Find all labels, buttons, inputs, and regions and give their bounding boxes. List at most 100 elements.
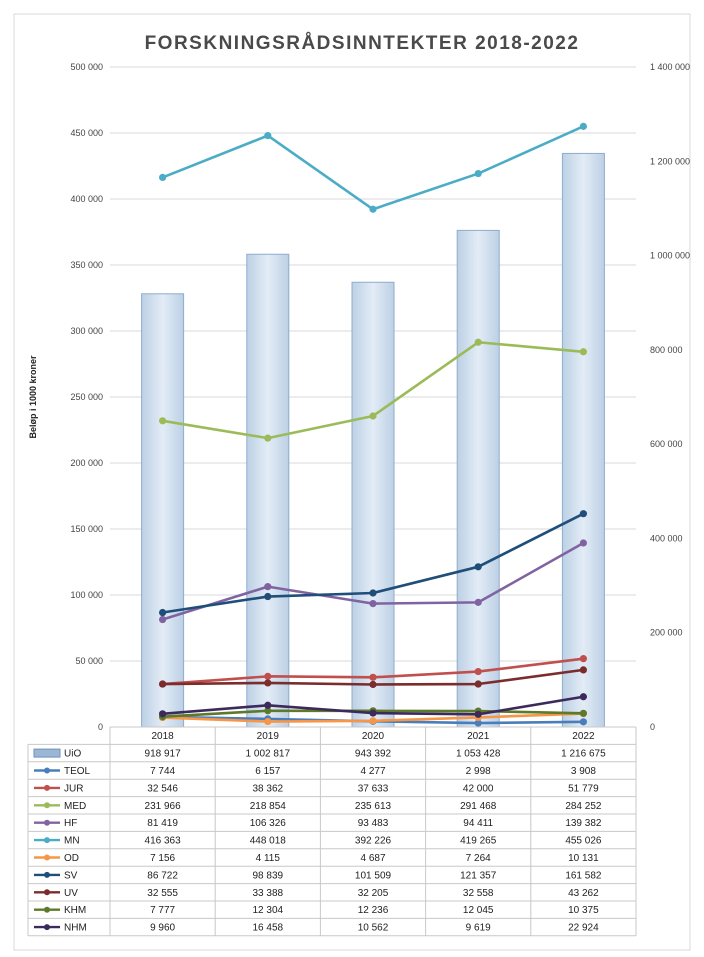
point-sv-2018 — [159, 608, 167, 617]
data-label-teol-2020: 4 277 — [360, 766, 385, 777]
data-label-nhm-2019: 16 458 — [253, 923, 284, 934]
y-tick-label-left: 0 — [98, 722, 103, 732]
point-med-2021 — [474, 338, 482, 346]
point-uv-2022 — [579, 666, 588, 674]
legend-key-marker-uv — [44, 889, 50, 896]
data-label-mn-2019: 448 018 — [250, 836, 287, 847]
data-label-sv-2018: 86 722 — [147, 870, 178, 881]
data-label-khm-2018: 7 777 — [150, 905, 175, 916]
legend-key-marker-jur — [44, 784, 50, 791]
data-label-khm-2022: 10 375 — [568, 905, 599, 916]
data-label-med-2020: 235 613 — [355, 801, 392, 812]
y-tick-label-right: 600 000 — [650, 439, 683, 449]
line-series — [159, 122, 588, 727]
series-mn — [159, 122, 588, 213]
point-hf-2020 — [369, 600, 377, 608]
data-label-sv-2021: 121 357 — [460, 870, 497, 881]
point-sv-2020 — [369, 589, 377, 597]
legend-label-uio: UiO — [64, 749, 81, 760]
data-label-mn-2020: 392 226 — [355, 836, 392, 847]
point-sv-2019 — [264, 592, 272, 601]
data-label-od-2021: 7 264 — [466, 853, 491, 864]
legend-label-nhm: NHM — [64, 923, 87, 934]
y-tick-label-left: 100 000 — [70, 590, 103, 600]
y-tick-label-right: 0 — [650, 722, 655, 732]
data-label-uv-2020: 32 205 — [358, 888, 389, 899]
series-hf — [159, 539, 588, 624]
point-jur-2019 — [264, 672, 272, 680]
legend-key-marker-od — [44, 854, 50, 861]
point-mn-2019 — [264, 132, 272, 140]
x-tick-label: 2020 — [362, 731, 385, 742]
point-od-2020 — [369, 717, 377, 725]
x-tick-label: 2019 — [257, 731, 280, 742]
data-label-od-2020: 4 687 — [360, 853, 385, 864]
data-label-med-2019: 218 854 — [250, 801, 287, 812]
data-label-uv-2018: 32 555 — [147, 888, 178, 899]
bar-uio-2020 — [351, 281, 395, 728]
data-label-teol-2019: 6 157 — [255, 766, 280, 777]
data-label-teol-2022: 3 908 — [571, 766, 596, 777]
bar-uio-2019 — [246, 253, 290, 728]
y-tick-label-right: 1 200 000 — [650, 156, 690, 166]
data-label-uv-2021: 32 558 — [463, 888, 494, 899]
point-jur-2021 — [474, 667, 482, 676]
data-label-med-2018: 231 966 — [145, 801, 182, 812]
series-sv — [159, 510, 588, 617]
legend-label-khm: KHM — [64, 905, 86, 916]
point-mn-2021 — [474, 169, 482, 178]
data-label-sv-2020: 101 509 — [355, 870, 392, 881]
point-hf-2018 — [159, 615, 167, 624]
point-uv-2019 — [264, 679, 272, 687]
data-label-mn-2022: 455 026 — [565, 836, 602, 847]
y-tick-label-left: 200 000 — [70, 458, 103, 468]
bar-uio-2021 — [456, 229, 500, 728]
data-label-hf-2020: 93 483 — [358, 818, 389, 829]
legend-label-jur: JUR — [64, 783, 83, 794]
legend-key-marker-sv — [44, 871, 50, 878]
y-tick-label-right: 1 400 000 — [650, 62, 690, 72]
y-tick-label-left: 350 000 — [70, 260, 103, 270]
legend-key-marker-khm — [44, 906, 50, 913]
data-label-jur-2019: 38 362 — [253, 783, 284, 794]
point-nhm-2022 — [579, 693, 588, 701]
data-label-mn-2021: 419 265 — [460, 836, 497, 847]
y-tick-label-left: 50 000 — [75, 656, 103, 666]
legend-label-hf: HF — [64, 818, 77, 829]
legend-label-uv: UV — [64, 888, 78, 899]
y-tick-label-right: 1 000 000 — [650, 251, 690, 261]
data-label-od-2022: 10 131 — [568, 853, 599, 864]
point-nhm-2018 — [159, 710, 167, 718]
point-med-2022 — [579, 348, 588, 356]
data-label-nhm-2020: 10 562 — [358, 923, 389, 934]
point-teol-2021 — [474, 719, 482, 727]
point-khm-2022 — [579, 709, 588, 717]
bar-uio-2022 — [561, 152, 605, 728]
legend-label-med: MED — [64, 801, 86, 812]
data-label-od-2019: 4 115 — [256, 853, 281, 864]
y-tick-label-right: 200 000 — [650, 628, 683, 638]
data-label-uv-2019: 33 388 — [253, 888, 284, 899]
legend-key-marker-hf — [44, 819, 50, 826]
data-label-hf-2018: 81 419 — [147, 818, 178, 829]
legend-label-sv: SV — [64, 870, 78, 881]
point-uv-2020 — [369, 680, 377, 689]
y-tick-label-left: 400 000 — [70, 194, 103, 204]
data-label-teol-2018: 7 744 — [150, 766, 175, 777]
legend-label-mn: MN — [64, 836, 80, 847]
point-uv-2018 — [159, 680, 167, 688]
data-label-uio-2022: 1 216 675 — [561, 749, 606, 760]
point-hf-2022 — [579, 539, 588, 547]
point-od-2019 — [264, 717, 272, 726]
y-tick-label-right: 800 000 — [650, 345, 683, 355]
y-tick-label-left: 150 000 — [70, 524, 103, 534]
point-mn-2020 — [369, 205, 377, 213]
point-med-2020 — [369, 412, 377, 420]
data-label-hf-2022: 139 382 — [565, 818, 602, 829]
data-label-khm-2020: 12 236 — [358, 905, 389, 916]
data-label-jur-2018: 32 546 — [147, 783, 178, 794]
data-label-nhm-2018: 9 960 — [150, 923, 175, 934]
point-nhm-2021 — [474, 710, 482, 718]
bar-uio-2018 — [141, 293, 185, 728]
data-table: 2018 2019 2020 2021 2022 UiO 918 917 1 002 817 9… — [27, 726, 637, 937]
